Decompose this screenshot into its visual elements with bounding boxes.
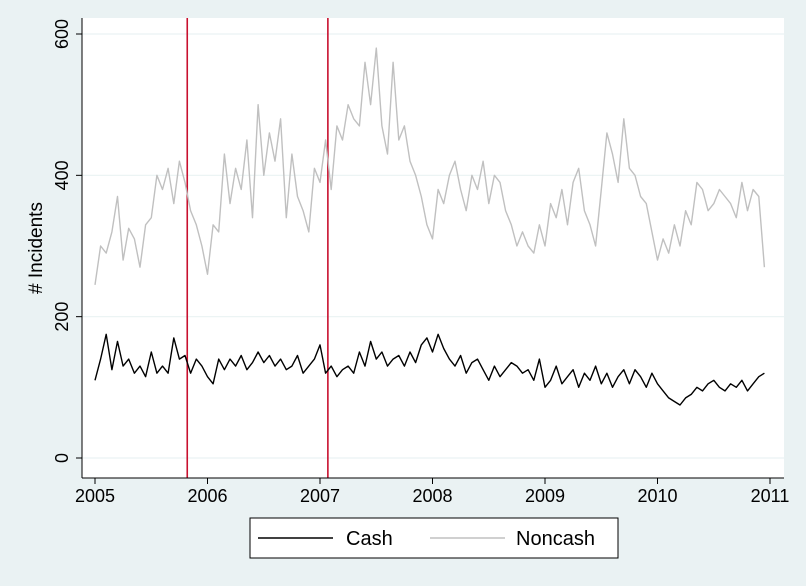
series-group bbox=[94, 47, 766, 406]
gridlines bbox=[82, 33, 784, 459]
legend-label-noncash: Noncash bbox=[516, 528, 595, 550]
x-tick-label-2008: 2008 bbox=[412, 486, 452, 506]
x-tick-label-2009: 2009 bbox=[525, 486, 565, 506]
series-line-noncash bbox=[94, 47, 766, 285]
axes: 0 200 400 600 2005 2006 2007 2008 2009 2010 2011 bbox=[52, 18, 789, 506]
legend: Cash Noncash bbox=[249, 517, 619, 559]
series-line-cash bbox=[94, 333, 765, 406]
reference-lines bbox=[186, 18, 329, 478]
x-tick-label-2005: 2005 bbox=[75, 486, 115, 506]
y-tick-label-0: 0 bbox=[52, 453, 72, 463]
y-axis-label: # Incidents bbox=[26, 202, 47, 294]
x-tick-label-2011: 2011 bbox=[751, 486, 790, 506]
y-tick-label-200: 200 bbox=[52, 302, 72, 332]
x-tick-label-2010: 2010 bbox=[637, 486, 677, 506]
y-tick-label-400: 400 bbox=[52, 160, 72, 190]
y-tick-label-600: 600 bbox=[52, 19, 72, 49]
x-tick-label-2007: 2007 bbox=[300, 486, 340, 506]
x-tick-label-2006: 2006 bbox=[187, 486, 227, 506]
legend-label-cash: Cash bbox=[346, 528, 393, 550]
